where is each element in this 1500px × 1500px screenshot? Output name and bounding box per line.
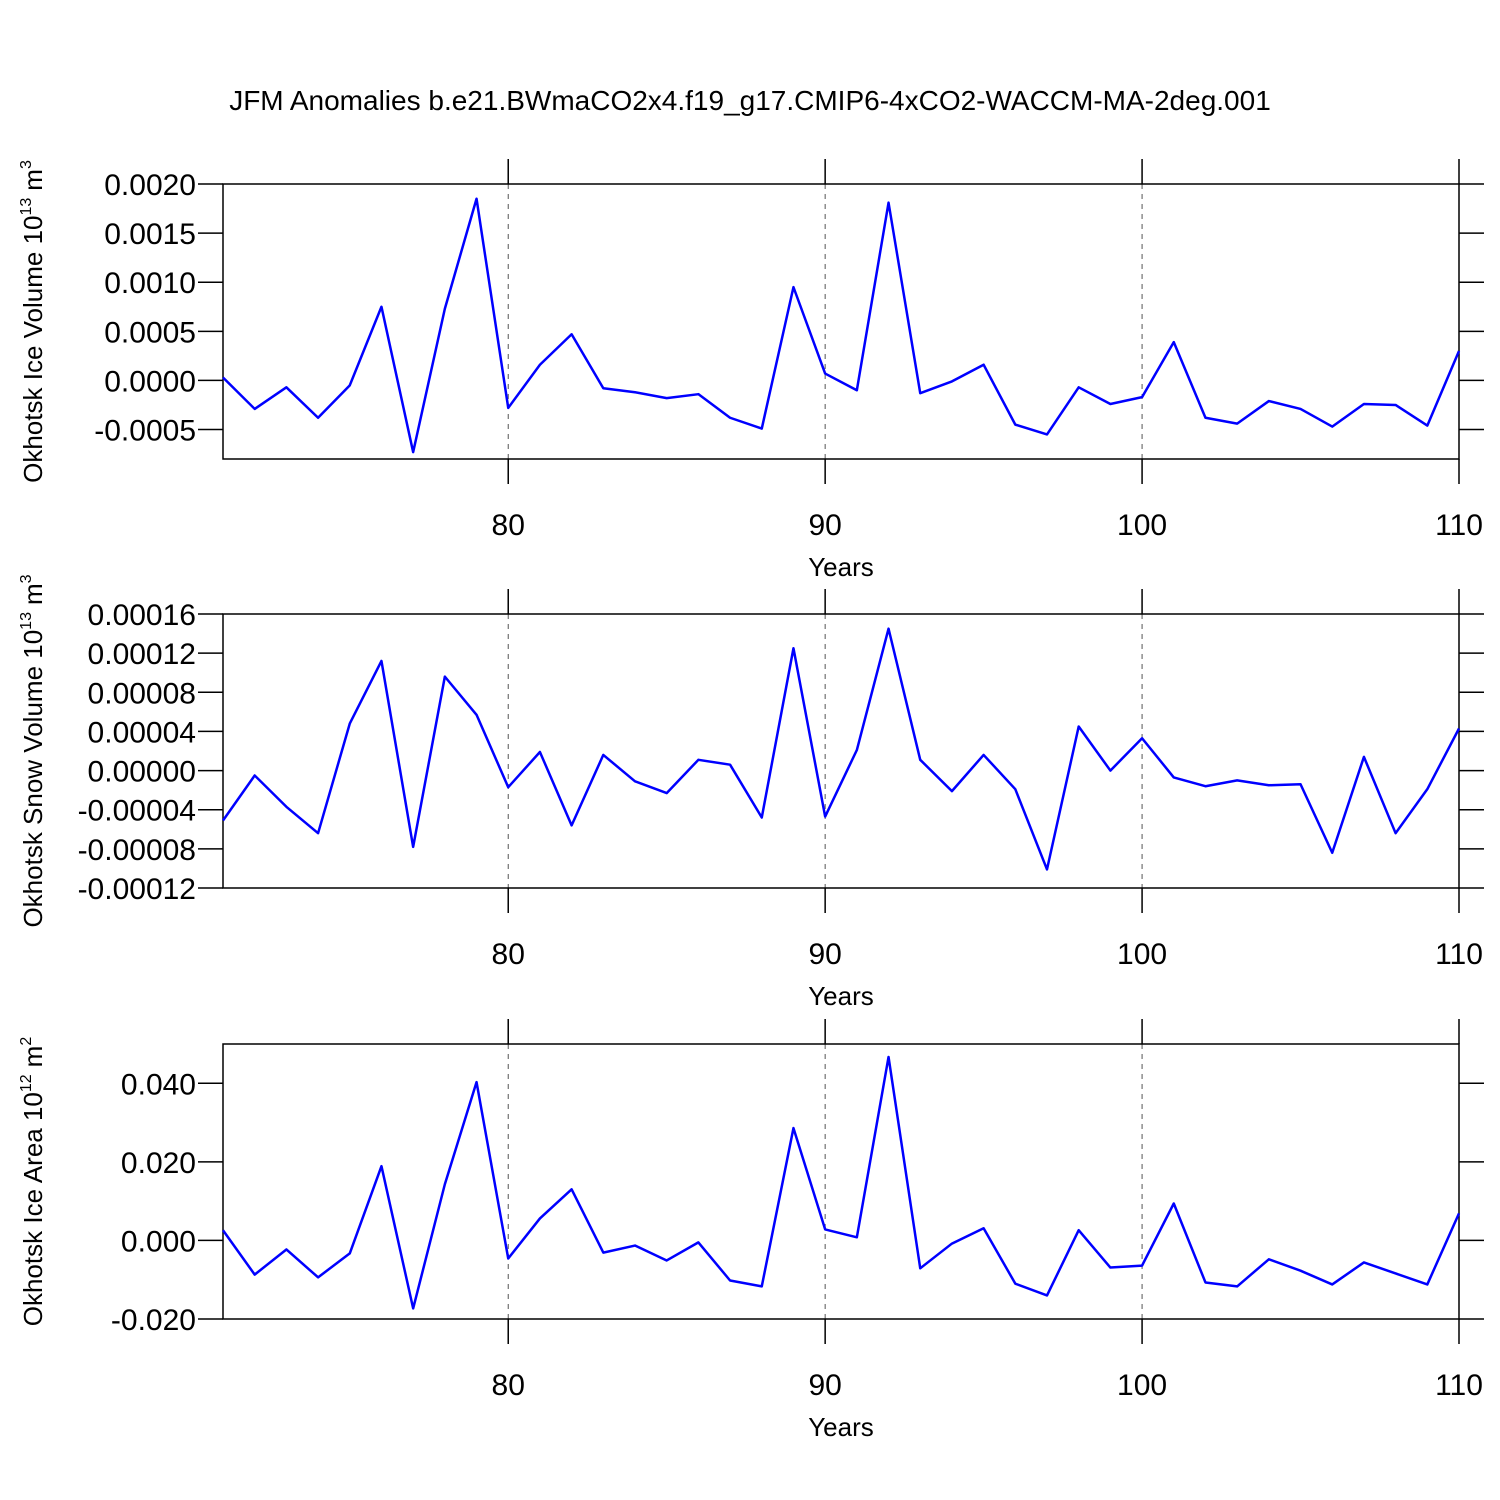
x-tick-label: 90	[808, 1369, 841, 1402]
x-tick-label: 100	[1117, 509, 1167, 542]
data-line	[221, 1055, 1461, 1310]
y-tick-label: 0.00004	[88, 716, 196, 749]
y-tick-label: 0.040	[121, 1068, 196, 1101]
y-tick-label: 0.0015	[104, 218, 196, 251]
x-tick-label: 80	[492, 1369, 525, 1402]
x-tick-label: 100	[1117, 1369, 1167, 1402]
y-tick-label: -0.0005	[94, 415, 196, 448]
y-axis-label-text: Okhotsk Ice Volume 10	[18, 216, 48, 483]
x-tick-label: 90	[808, 938, 841, 971]
y-axis-label-exponent: 12	[18, 1074, 35, 1092]
y-tick-label: 0.0010	[104, 267, 196, 300]
y-axis-label-unit-exponent: 3	[18, 574, 35, 583]
y-axis-label: Okhotsk Snow Volume 1013 m3	[18, 574, 48, 927]
plot-frame	[222, 613, 1460, 889]
y-tick-label: 0.00000	[88, 756, 196, 789]
y-axis-label-unit: m	[18, 1046, 48, 1068]
x-tick-label: 90	[808, 509, 841, 542]
y-axis-label-unit-exponent: 2	[18, 1037, 35, 1046]
x-tick-label: 80	[492, 938, 525, 971]
y-tick-label: 0.020	[121, 1147, 196, 1180]
x-axis-label: Years	[808, 1412, 874, 1442]
x-axis-label: Years	[808, 552, 874, 582]
y-axis-label: Okhotsk Ice Area 1012 m2	[18, 1037, 48, 1327]
y-tick-label: 0.000	[121, 1225, 196, 1258]
y-tick-label: 0.0000	[104, 365, 196, 398]
plot-frame	[222, 1043, 1460, 1320]
plot-frame	[222, 183, 1460, 460]
y-tick-label: 0.00008	[88, 677, 196, 710]
y-tick-label: -0.00004	[78, 795, 196, 828]
y-axis-label-text: Okhotsk Ice Area 10	[18, 1092, 48, 1326]
y-tick-label: 0.00012	[88, 638, 196, 671]
y-axis-label-unit: m	[18, 583, 48, 605]
x-tick-label: 110	[1435, 509, 1483, 542]
y-axis-label-unit: m	[18, 169, 48, 191]
y-tick-label: 0.00016	[88, 599, 196, 632]
x-tick-label: 110	[1435, 938, 1483, 971]
y-tick-label: -0.00012	[78, 873, 196, 906]
x-tick-label: 100	[1117, 938, 1167, 971]
y-tick-label: 0.0005	[104, 316, 196, 349]
y-tick-label: 0.0020	[104, 169, 196, 202]
data-line	[221, 627, 1461, 871]
x-tick-label: 80	[492, 509, 525, 542]
y-axis-label-exponent: 13	[18, 612, 35, 630]
y-axis-label: Okhotsk Ice Volume 1013 m3	[18, 160, 48, 483]
y-axis-label-text: Okhotsk Snow Volume 10	[18, 630, 48, 928]
x-tick-label: 110	[1435, 1369, 1483, 1402]
chart-title: JFM Anomalies b.e21.BWmaCO2x4.f19_g17.CM…	[229, 85, 1271, 116]
y-axis-label-unit-exponent: 3	[18, 160, 35, 169]
y-axis-label-exponent: 13	[18, 198, 35, 216]
y-tick-label: -0.020	[111, 1304, 196, 1337]
y-tick-label: -0.00008	[78, 834, 196, 867]
data-line	[222, 197, 1461, 454]
x-axis-label: Years	[808, 981, 874, 1011]
